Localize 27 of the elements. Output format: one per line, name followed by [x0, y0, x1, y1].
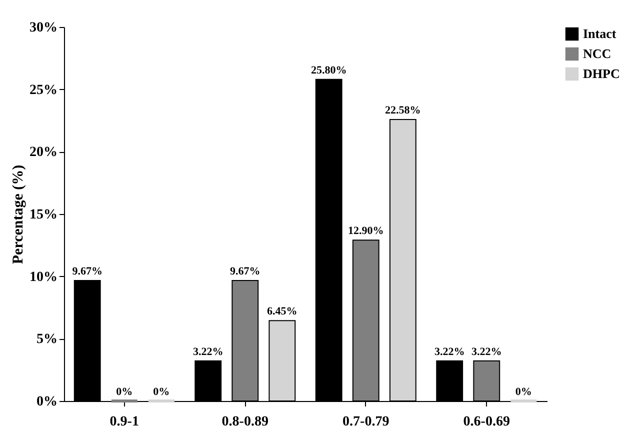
x-tick-label: 0.8-0.89: [222, 414, 268, 430]
y-tick-label: 0%: [36, 394, 58, 410]
y-tick-label: 10%: [30, 270, 58, 285]
data-label: 0%: [515, 386, 532, 398]
data-label: 12.90%: [348, 225, 384, 238]
y-tick-label: 15%: [30, 208, 58, 222]
legend-label: NCC: [583, 46, 612, 61]
x-tick-label: 0.9-1: [110, 414, 139, 430]
data-label: 3.22%: [472, 346, 502, 358]
data-label: 0%: [153, 386, 170, 398]
y-tick-label: 5%: [36, 332, 58, 348]
y-tick-label: 20%: [30, 145, 58, 160]
legend-label: Intact: [583, 26, 617, 41]
data-label: 22.58%: [385, 104, 421, 117]
data-label: 3.22%: [192, 346, 224, 358]
x-tick-label: 0.6-0.69: [463, 414, 510, 430]
y-tick-label: 30%: [30, 20, 58, 36]
data-label: 9.67%: [72, 265, 102, 278]
x-tick-label: 0.7-0.79: [342, 414, 390, 430]
y-tick-label: 25%: [30, 82, 58, 98]
y-axis-title: Percentage (%): [10, 164, 26, 264]
data-label: 3.22%: [434, 346, 465, 358]
data-label: 0%: [116, 386, 133, 398]
data-label: 9.67%: [230, 265, 260, 278]
data-label: 6.45%: [267, 306, 298, 318]
legend-label: DHPC: [583, 66, 620, 81]
data-label: 25.80%: [310, 64, 347, 76]
